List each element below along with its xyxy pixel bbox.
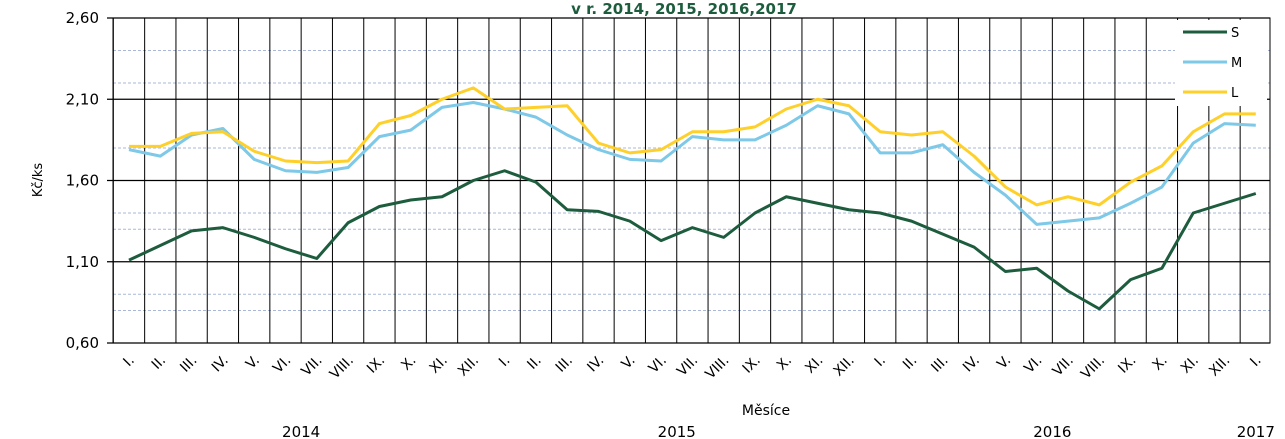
x-axis-label: Měsíce xyxy=(742,403,790,419)
legend-label: S xyxy=(1231,26,1239,41)
year-label: 2015 xyxy=(658,423,696,439)
y-axis-label: Kč/ks xyxy=(31,163,46,198)
legend-label: L xyxy=(1231,86,1239,101)
year-label: 2014 xyxy=(282,423,320,439)
line-series xyxy=(128,101,1256,226)
y-tick-label: 1,10 xyxy=(66,253,99,271)
chart-title: v r. 2014, 2015, 2016,2017 xyxy=(571,0,797,18)
legend-label: M xyxy=(1231,56,1242,71)
y-tick-label: 2,60 xyxy=(66,9,99,27)
y-tick-label: 0,60 xyxy=(66,334,99,352)
line-series xyxy=(129,86,1256,207)
line-series xyxy=(128,169,1257,311)
plot-frame xyxy=(112,17,1271,344)
year-label: 2017 xyxy=(1237,423,1275,439)
y-tick-label: 1,60 xyxy=(66,172,99,190)
y-tick-label: 2,10 xyxy=(66,90,99,108)
year-label: 2016 xyxy=(1033,423,1071,439)
